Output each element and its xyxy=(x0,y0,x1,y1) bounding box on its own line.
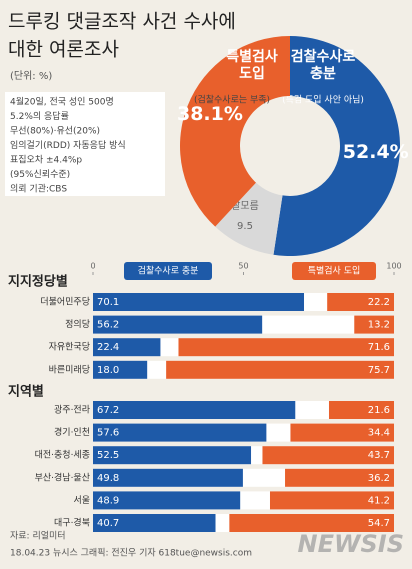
legend-pill xyxy=(124,262,212,280)
bar-segment xyxy=(229,514,394,532)
slice-label-line: 충분 xyxy=(310,66,336,82)
value-label: 22.4 xyxy=(97,342,119,353)
value-label: 41.2 xyxy=(368,495,390,506)
source: 자료: 리얼미터 xyxy=(10,531,66,542)
bar-segment xyxy=(93,514,216,532)
bar-segment xyxy=(93,360,148,379)
value-label: 56.2 xyxy=(97,320,119,331)
note-line: 4월20일, 전국 성인 500명 xyxy=(10,96,114,108)
note-line: 무선(80%)·유선(20%) xyxy=(10,126,100,137)
legend-label: 검찰수사로 충분 xyxy=(138,265,199,277)
title-line: 드루킹 댓글조작 사건 수사에 xyxy=(8,11,236,33)
category-label: 경기·인천 xyxy=(54,426,90,438)
value-label: 43.7 xyxy=(368,450,390,461)
x-tick-label: 100 xyxy=(386,262,401,271)
value-label: 22.2 xyxy=(368,297,390,308)
bar-segment xyxy=(93,401,296,419)
category-label: 더불어민주당 xyxy=(40,297,90,308)
bar-segment xyxy=(93,468,243,487)
unit: (단위: %) xyxy=(10,69,52,82)
bar-segment xyxy=(93,315,263,334)
slice-label: 잘모름 xyxy=(231,200,259,212)
slice-label-line: 검찰수사로 xyxy=(291,48,356,65)
value-label: 48.9 xyxy=(97,495,119,506)
value-label: 67.2 xyxy=(97,405,119,416)
bar-segment xyxy=(354,315,394,334)
value-label: 13.2 xyxy=(368,320,390,331)
bar-segment xyxy=(93,338,161,357)
category-label: 바른미래당 xyxy=(49,364,90,375)
slice-label: 특별검사 도입 xyxy=(226,48,278,82)
category-label: 대구·경북 xyxy=(54,517,90,529)
section-title: 지지정당별 xyxy=(8,274,68,290)
category-label: 정의당 xyxy=(65,319,90,330)
note-line: 임의걸기(RDD) 자동응답 방식 xyxy=(10,139,126,151)
value-label: 21.6 xyxy=(368,405,390,416)
legend-label: 특별검사 도입 xyxy=(308,265,361,277)
bar-segment xyxy=(328,401,394,419)
value-label: 18.0 xyxy=(97,365,119,376)
value-label: 75.7 xyxy=(368,365,390,376)
section-title: 지역별 xyxy=(8,384,44,400)
bar-segment xyxy=(166,360,394,379)
value-label: 54.7 xyxy=(368,518,390,529)
slice-sublabel: (특검 도입 사안 아님) xyxy=(282,94,364,106)
watermark: NEWSIS xyxy=(298,530,404,558)
notes-box xyxy=(5,92,165,196)
slice-sublabel: (검찰수사로는 부족) xyxy=(194,94,270,106)
note-line: 5.2%의 응답률 xyxy=(10,110,69,122)
category-label: 자유한국당 xyxy=(49,342,90,353)
note-line: (95%신뢰수준) xyxy=(10,169,70,180)
note-line: 표집오차 ±4.4%p xyxy=(10,154,82,166)
slice-label-line: 특별검사 xyxy=(226,48,278,65)
value-label: 71.6 xyxy=(368,342,390,353)
bar-segment xyxy=(269,491,394,510)
value-label: 52.4% xyxy=(343,141,409,163)
category-label: 서울 xyxy=(73,495,90,506)
value-label: 40.7 xyxy=(97,518,119,529)
value-label: 36.2 xyxy=(368,473,390,484)
x-tick-label: 50 xyxy=(238,262,248,271)
bar-segment xyxy=(93,446,252,465)
category-label: 광주·전라 xyxy=(54,404,91,416)
bar-segment xyxy=(178,338,394,357)
value-label: 70.1 xyxy=(97,297,119,308)
bar-segment xyxy=(262,446,394,465)
value-label: 52.5 xyxy=(97,450,119,461)
value-label: 34.4 xyxy=(368,428,390,439)
bar-segment xyxy=(290,423,394,442)
value-label: 9.5 xyxy=(237,221,253,232)
category-label: 대전·충청·세종 xyxy=(35,450,90,461)
donut-slice xyxy=(215,182,283,255)
donut-slice xyxy=(179,36,290,227)
legend-pill xyxy=(292,262,376,280)
title-line: 대한 여론조사 xyxy=(8,39,119,61)
value-label: 49.8 xyxy=(97,473,119,484)
note-line: 의뢰 기관:CBS xyxy=(10,184,67,195)
bar-segment xyxy=(93,423,267,442)
value-label: 57.6 xyxy=(97,428,119,439)
value-label: 38.1% xyxy=(177,103,243,125)
bar-segment xyxy=(327,293,394,311)
bar-segment xyxy=(285,468,394,487)
donut-slice xyxy=(273,36,400,256)
bar-segment xyxy=(93,491,241,510)
slice-label-line: 도입 xyxy=(239,66,265,82)
bar-segment xyxy=(93,293,305,311)
x-tick-label: 0 xyxy=(90,262,95,271)
slice-label: 검찰수사로 충분 xyxy=(291,48,356,82)
category-label: 부산·경남·울산 xyxy=(35,471,90,483)
credit: 18.04.23 뉴시스 그래픽: 전진우 기자 618tue@newsis.c… xyxy=(10,548,252,559)
